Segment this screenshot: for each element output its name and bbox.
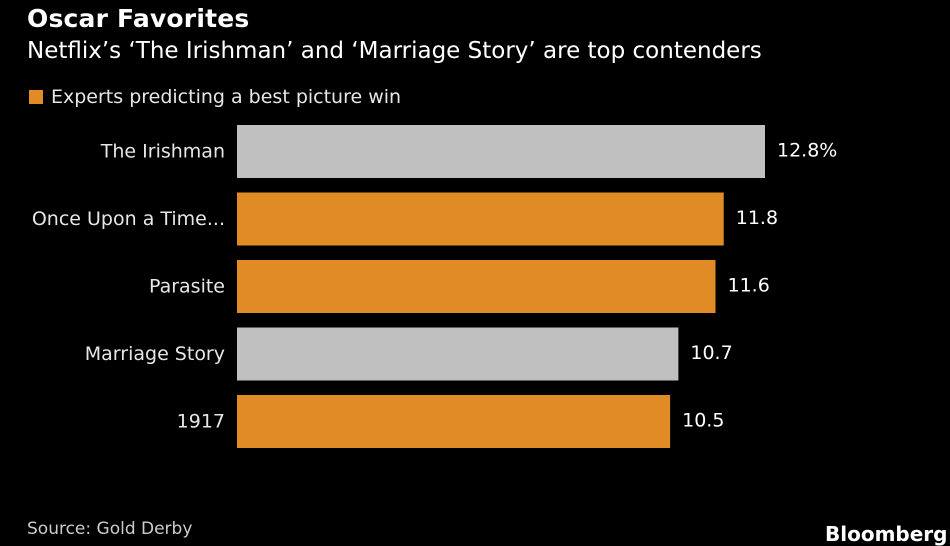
category-label-4: 1917: [177, 411, 225, 433]
value-label-3: 10.7: [690, 342, 732, 364]
value-label-0: 12.8%: [777, 140, 837, 162]
legend-swatch: [29, 90, 43, 104]
category-label-3: Marriage Story: [85, 343, 225, 365]
bar-0: [237, 125, 765, 178]
brand-logo: Bloomberg: [825, 522, 948, 546]
bar-3: [237, 327, 679, 381]
legend-label: Experts predicting a best picture win: [51, 86, 402, 108]
category-label-2: Parasite: [149, 276, 225, 298]
bar-chart: The Irishman 12.8% Once Upon a Time... 11.8…: [32, 125, 837, 448]
category-label-1: Once Upon a Time...: [32, 208, 225, 230]
source-note: Source: Gold Derby: [27, 519, 193, 539]
value-label-4: 10.5: [682, 410, 724, 432]
bar-4: [237, 395, 671, 448]
bar-1: [237, 192, 724, 246]
chart-subtitle: Netflix’s ‘The Irishman’ and ‘Marriage S…: [27, 38, 762, 64]
chart-legend: Experts predicting a best picture win: [29, 86, 401, 108]
category-label-0: The Irishman: [100, 141, 225, 163]
value-label-2: 11.6: [728, 275, 770, 297]
value-label-1: 11.8: [736, 207, 778, 229]
bar-2: [237, 260, 716, 313]
chart-title: Oscar Favorites: [27, 4, 250, 33]
